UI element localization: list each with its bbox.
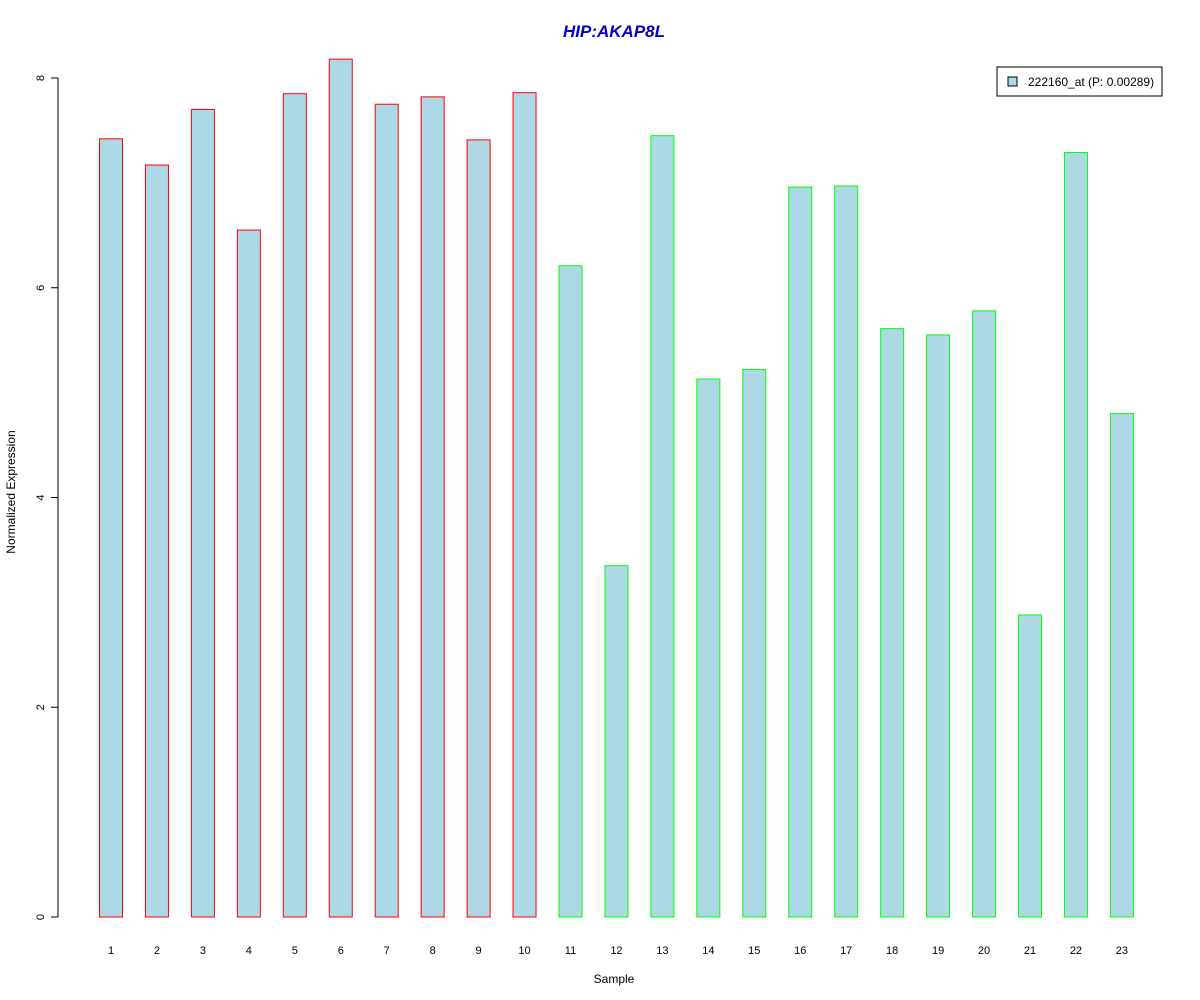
bar-sample-9	[466, 139, 491, 918]
x-tick-label: 8	[430, 945, 436, 957]
bar-sample-2	[144, 164, 169, 918]
y-tick-label: 4	[35, 494, 47, 500]
x-tick-label: 5	[292, 945, 298, 957]
x-tick-label: 23	[1116, 945, 1128, 957]
x-tick-label: 15	[748, 945, 760, 957]
bar-sample-6	[328, 58, 353, 918]
x-tick-labels: 1 2 3 4 5 6 7 8 9 10 11 12 13 14 15 16 17 18 19 20 21 22 23	[108, 945, 1128, 957]
x-tick-label: 13	[656, 945, 668, 957]
bar-sample-1	[99, 138, 123, 918]
x-tick-label: 12	[610, 945, 622, 957]
bar-sample-7	[374, 103, 399, 918]
bar-sample-15	[742, 369, 767, 918]
legend: 222160_at (P: 0.00289)	[996, 66, 1163, 97]
y-tick-label: 2	[35, 704, 47, 710]
y-tick-label: 8	[35, 75, 47, 81]
x-tick-label: 9	[476, 945, 482, 957]
x-tick-label: 11	[565, 945, 576, 957]
bar-sample-11	[558, 265, 583, 918]
x-axis-title: Sample	[594, 972, 635, 986]
chart-title: HIP:AKAP8L	[563, 22, 665, 41]
x-tick-label: 16	[794, 945, 806, 957]
x-tick-label: 7	[384, 945, 390, 957]
x-tick-label: 19	[932, 945, 944, 957]
bar-sample-19	[926, 334, 951, 918]
bar-sample-18	[880, 328, 905, 918]
legend-swatch	[1007, 76, 1018, 87]
bar-sample-4	[236, 229, 261, 918]
x-tick-label: 14	[702, 945, 714, 957]
x-tick-label: 18	[886, 945, 898, 957]
legend-label: 222160_at (P: 0.00289)	[1028, 75, 1154, 89]
bar-sample-17	[834, 185, 859, 918]
y-axis-title: Normalized Expression	[4, 430, 18, 553]
bar-sample-14	[696, 378, 721, 918]
x-tick-label: 4	[246, 945, 252, 957]
x-tick-label: 20	[978, 945, 990, 957]
x-tick-label: 3	[200, 945, 206, 957]
bar-sample-16	[788, 186, 813, 918]
legend-box	[996, 66, 1163, 97]
bar-sample-10	[512, 92, 537, 918]
bars	[99, 58, 1134, 918]
bar-sample-23	[1109, 413, 1134, 918]
bar-sample-8	[420, 96, 445, 918]
bar-sample-20	[972, 310, 997, 918]
y-axis: 0 2 4 6 8	[35, 75, 59, 920]
x-tick-label: 1	[108, 945, 114, 957]
bar-sample-21	[1018, 614, 1042, 918]
bar-sample-5	[282, 93, 307, 918]
x-tick-label: 22	[1070, 945, 1082, 957]
y-tick-label: 0	[35, 914, 47, 920]
x-tick-label: 6	[338, 945, 344, 957]
y-tick-label: 6	[35, 285, 47, 291]
bar-sample-22	[1063, 151, 1088, 918]
x-tick-label: 10	[518, 945, 530, 957]
bar-sample-3	[190, 108, 215, 918]
x-tick-label: 21	[1024, 945, 1036, 957]
bar-sample-12	[604, 565, 629, 918]
bar-sample-13	[650, 135, 675, 918]
x-tick-label: 2	[154, 945, 160, 957]
x-tick-label: 17	[840, 945, 852, 957]
